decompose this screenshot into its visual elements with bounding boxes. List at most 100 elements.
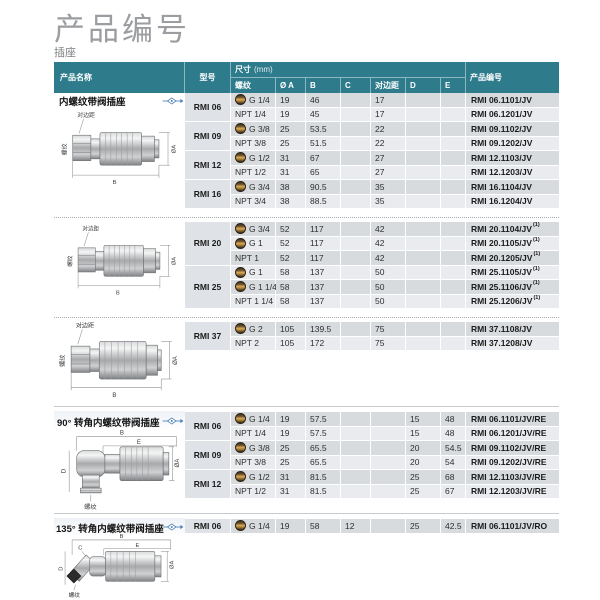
dim-a-cell: 25 [276, 122, 306, 137]
dim-e-cell [441, 322, 466, 337]
svg-text:对边距: 对边距 [77, 111, 95, 119]
dim-c-cell [341, 336, 371, 351]
thread-type-icon [235, 281, 246, 293]
coupling-symbol-icon [162, 97, 184, 105]
dim-d-cell [406, 151, 441, 166]
dim-flats-cell: 50 [371, 294, 406, 309]
dim-e-cell [441, 294, 466, 309]
svg-text:B: B [120, 430, 124, 437]
dim-d-cell: 25 [406, 470, 441, 485]
dim-e-cell [441, 280, 466, 295]
product-table-block-1: RMI 06 G 1/4 19 46 17 RMI 06.1101/JV NPT 1/4 19… [185, 93, 559, 209]
dim-e-cell: 48 [441, 412, 466, 427]
thread-cell: NPT 1/4 [231, 426, 276, 441]
dim-c-cell [341, 470, 371, 485]
thread-cell: NPT 1/2 [231, 484, 276, 499]
page-subtitle: 插座 [54, 47, 76, 59]
thread-cell: NPT 1/2 [231, 165, 276, 180]
header-dia-a: Ø A [276, 78, 306, 93]
svg-text:ØA: ØA [171, 257, 177, 265]
dim-d-cell [406, 180, 441, 195]
dim-a-cell: 19 [276, 412, 306, 427]
product-code-cell: RMI 09.1102/JV [466, 122, 559, 137]
section-band [54, 411, 185, 428]
product-code-cell: RMI 37.1208/JV [466, 336, 559, 351]
dim-flats-cell: 42 [371, 222, 406, 237]
dim-e-cell [441, 151, 466, 166]
dim-a-cell: 58 [276, 280, 306, 295]
dim-flats-cell: 17 [371, 93, 406, 108]
svg-text:对边距: 对边距 [76, 321, 94, 329]
dim-b-cell: 81.5 [306, 484, 341, 499]
dim-e-cell [441, 180, 466, 195]
dim-d-cell [406, 136, 441, 151]
dim-c-cell: 12 [341, 519, 371, 534]
header-product-name: 产品名称 [54, 62, 185, 93]
thread-type-icon [235, 323, 246, 335]
dim-e-cell [441, 107, 466, 122]
coupling-symbol-icon [162, 523, 184, 531]
size-unit: (mm) [254, 64, 273, 74]
dim-c-cell [341, 122, 371, 137]
product-code-cell: RMI 12.1203/JV/RE [466, 484, 559, 499]
svg-text:螺纹: 螺纹 [60, 143, 68, 155]
svg-text:E: E [137, 439, 141, 446]
dim-b-cell: 117 [306, 236, 341, 251]
svg-text:B: B [116, 290, 120, 296]
dim-d-cell [406, 107, 441, 122]
thread-cell: G 1 [231, 236, 276, 251]
dim-d-cell: 25 [406, 484, 441, 499]
dim-e-cell: 67 [441, 484, 466, 499]
dim-c-cell [341, 455, 371, 470]
dim-d-cell [406, 322, 441, 337]
svg-text:螺纹: 螺纹 [84, 503, 96, 511]
dim-a-cell: 105 [276, 322, 306, 337]
model-cell: RMI 09 [185, 122, 231, 151]
dim-c-cell [341, 136, 371, 151]
thread-cell: G 1/2 [231, 470, 276, 485]
svg-text:B: B [112, 392, 116, 399]
model-cell: RMI 06 [185, 519, 231, 534]
dim-d-cell [406, 294, 441, 309]
dim-b-cell: 137 [306, 280, 341, 295]
dim-e-cell [441, 165, 466, 180]
dim-b-cell: 57.5 [306, 412, 341, 427]
dim-d-cell: 20 [406, 455, 441, 470]
thread-cell: NPT 3/8 [231, 136, 276, 151]
dim-a-cell: 19 [276, 426, 306, 441]
dim-e-cell: 54.5 [441, 441, 466, 456]
svg-text:D: D [60, 468, 67, 473]
thread-type-icon [235, 123, 246, 135]
dim-b-cell: 51.5 [306, 136, 341, 151]
dim-a-cell: 31 [276, 470, 306, 485]
dim-flats-cell: 27 [371, 165, 406, 180]
dim-e-cell: 48 [441, 426, 466, 441]
drawing-135deg-elbow-socket: B E C D ØA 螺纹 [58, 534, 175, 599]
thread-cell: NPT 1 1/4 [231, 294, 276, 309]
model-cell: RMI 12 [185, 151, 231, 180]
dim-a-cell: 31 [276, 484, 306, 499]
dim-b-cell: 90.5 [306, 180, 341, 195]
footnote-superscript: (1) [532, 280, 540, 286]
product-table-block-5: RMI 06 G 1/4 19 58 12 25 42.5 RMI 06.1101/JV/RO [185, 519, 559, 534]
dim-b-cell: 53.5 [306, 122, 341, 137]
size-label: 尺寸 [235, 64, 251, 74]
dim-flats-cell [371, 426, 406, 441]
dim-flats-cell [371, 412, 406, 427]
dotted-separator [54, 317, 559, 318]
dim-d-cell [406, 336, 441, 351]
thread-cell: NPT 3/4 [231, 194, 276, 209]
svg-text:对边距: 对边距 [82, 225, 99, 233]
dim-a-cell: 19 [276, 93, 306, 108]
product-code-cell: RMI 25.1105/JV (1) [466, 265, 559, 280]
thread-type-icon [235, 223, 246, 235]
dim-b-cell: 88.5 [306, 194, 341, 209]
svg-text:ØA: ØA [171, 145, 177, 154]
dim-a-cell: 25 [276, 136, 306, 151]
dim-e-cell [441, 251, 466, 266]
dim-b-cell: 139.5 [306, 322, 341, 337]
svg-text:E: E [135, 543, 139, 549]
dim-b-cell: 137 [306, 294, 341, 309]
thread-type-icon [235, 413, 246, 425]
dim-b-cell: 65.5 [306, 455, 341, 470]
